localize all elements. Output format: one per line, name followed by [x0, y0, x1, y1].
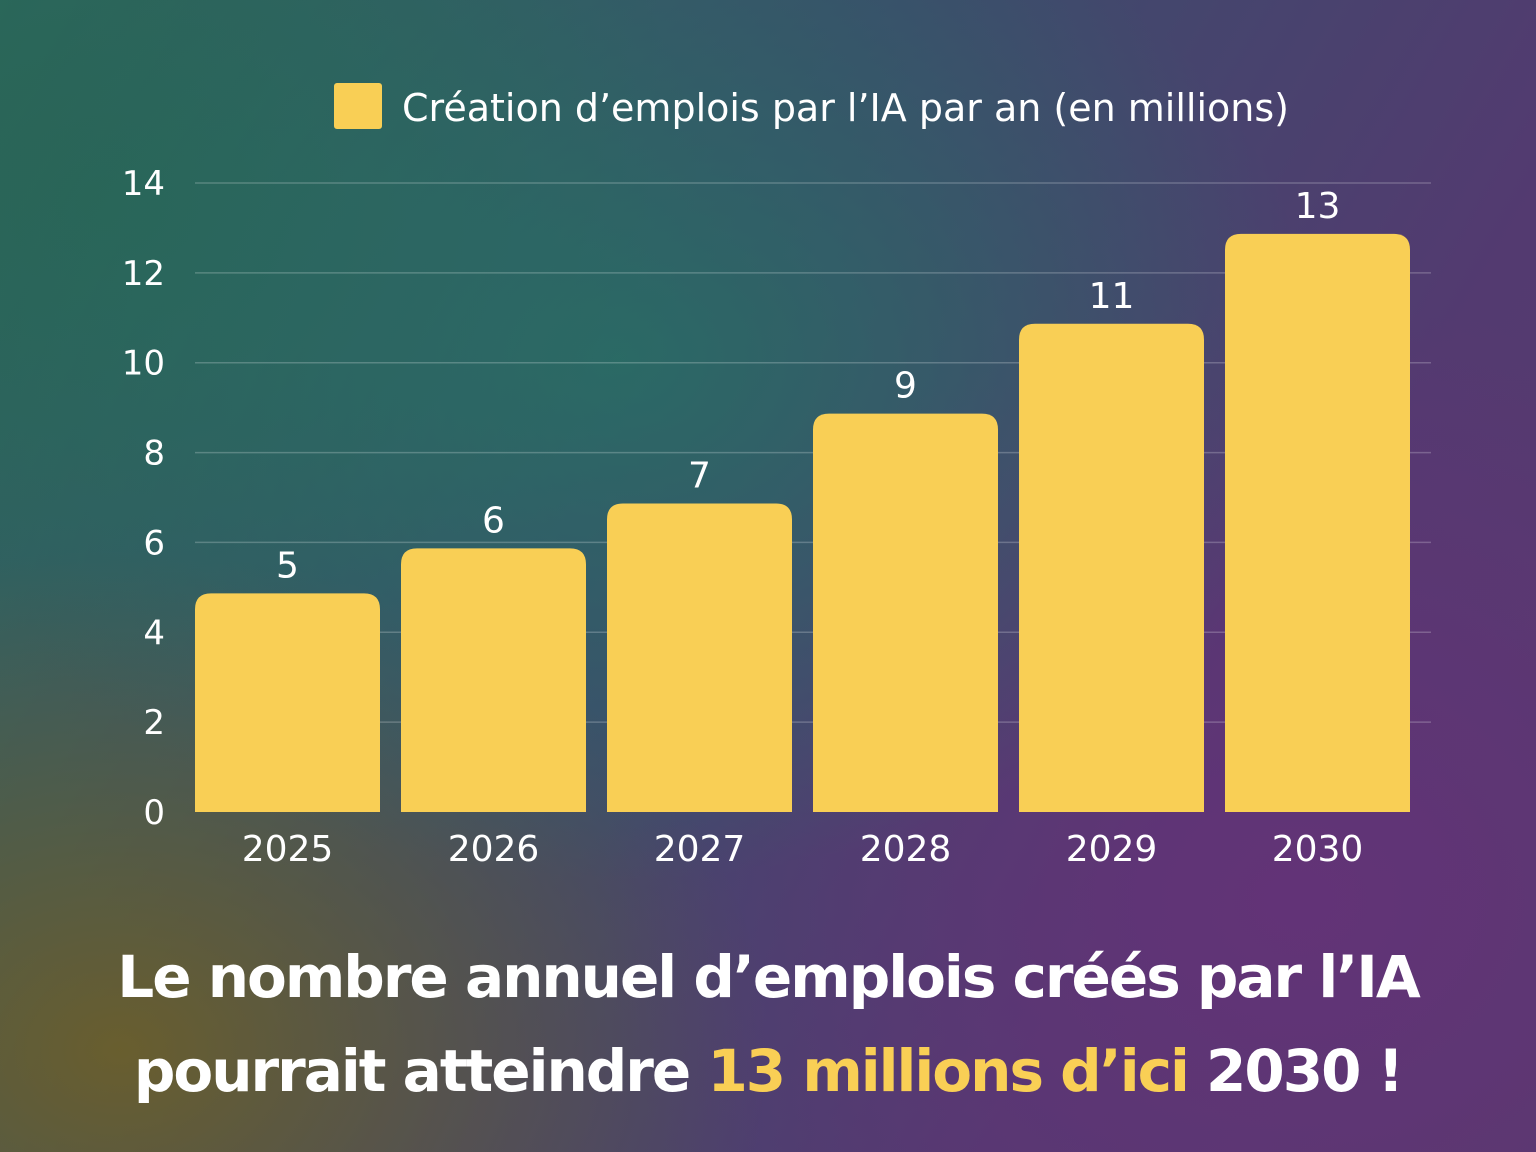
- x-tick-label: 2028: [860, 829, 952, 870]
- bar-2025: [195, 593, 380, 812]
- data-label: 7: [688, 456, 711, 497]
- data-label: 5: [276, 545, 299, 586]
- headline-line-2-end: 2030 !: [1187, 1037, 1404, 1105]
- x-tick-label: 2029: [1066, 829, 1158, 870]
- x-tick-label: 2026: [448, 829, 540, 870]
- y-tick-label: 10: [122, 344, 165, 384]
- bar-chart: Création d’emplois par l’IA par an (en m…: [122, 83, 1410, 870]
- bar-2029: [1019, 323, 1204, 812]
- headline: Le nombre annuel d’emplois créés par l’I…: [0, 930, 1536, 1118]
- bar-2028: [813, 413, 998, 812]
- x-tick-label: 2027: [654, 829, 746, 870]
- y-tick-label: 2: [143, 703, 165, 743]
- y-tick-label: 14: [122, 164, 165, 204]
- data-label: 13: [1295, 186, 1341, 227]
- y-tick-label: 12: [122, 254, 165, 294]
- headline-accent: 13 millions d’ici: [707, 1037, 1189, 1105]
- x-axis-ticks: 2025 2026 2027 2028 2029 2030: [242, 829, 1364, 870]
- x-tick-label: 2030: [1272, 829, 1364, 870]
- legend: Création d’emplois par l’IA par an (en m…: [334, 83, 1289, 130]
- y-tick-label: 6: [143, 523, 165, 563]
- y-tick-label: 8: [143, 434, 165, 474]
- y-axis-ticks: 0 2 4 6 8 10 12 14: [122, 164, 165, 833]
- y-tick-label: 4: [143, 613, 165, 653]
- headline-line-2-start: pourrait atteindre: [133, 1037, 708, 1105]
- bars: [195, 233, 1410, 812]
- headline-line-2: pourrait atteindre 13 millions d’ici 203…: [0, 1024, 1536, 1118]
- y-tick-label: 0: [143, 793, 165, 833]
- bar-2030: [1225, 233, 1410, 812]
- data-label: 11: [1089, 276, 1135, 317]
- bar-2027: [607, 503, 792, 812]
- headline-line-1: Le nombre annuel d’emplois créés par l’I…: [117, 943, 1421, 1011]
- data-label: 9: [894, 366, 917, 407]
- bar-2026: [401, 548, 586, 812]
- data-label: 6: [482, 500, 505, 541]
- data-labels: 5 6 7 9 11 13: [276, 186, 1340, 586]
- x-tick-label: 2025: [242, 829, 334, 870]
- legend-swatch: [334, 83, 382, 129]
- legend-label: Création d’emplois par l’IA par an (en m…: [402, 86, 1289, 130]
